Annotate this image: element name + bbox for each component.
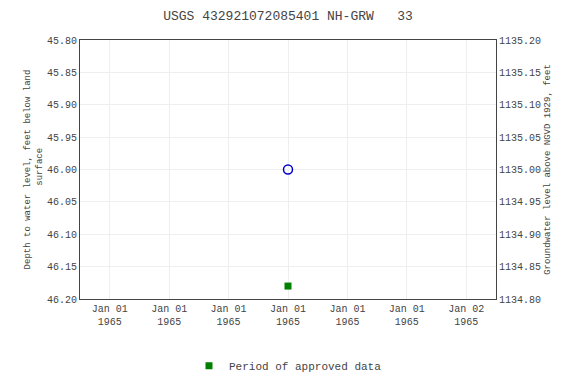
svg-text:1134.95: 1134.95 xyxy=(499,197,541,208)
svg-text:Jan 011965: Jan 011965 xyxy=(329,304,365,328)
svg-text:46.20: 46.20 xyxy=(47,295,77,306)
svg-text:Jan 011965: Jan 011965 xyxy=(270,304,306,328)
svg-text:45.80: 45.80 xyxy=(47,36,77,47)
svg-text:USGS 432921072085401 NH-GRW: USGS 432921072085401 NH-GRW 33 xyxy=(163,9,413,24)
svg-text:Jan 011965: Jan 011965 xyxy=(211,304,247,328)
svg-text:46.15: 46.15 xyxy=(47,262,77,273)
svg-text:1135.20: 1135.20 xyxy=(499,36,541,47)
svg-text:46.05: 46.05 xyxy=(47,197,77,208)
svg-text:Jan 021965: Jan 021965 xyxy=(448,304,484,328)
svg-text:45.85: 45.85 xyxy=(47,68,77,79)
svg-text:Groundwater level above NGVD 1: Groundwater level above NGVD 1929, feet xyxy=(543,64,553,275)
svg-text:46.00: 46.00 xyxy=(47,165,77,176)
svg-text:1135.10: 1135.10 xyxy=(499,100,541,111)
svg-text:1134.90: 1134.90 xyxy=(499,230,541,241)
svg-text:45.90: 45.90 xyxy=(47,100,77,111)
svg-text:46.10: 46.10 xyxy=(47,230,77,241)
svg-text:45.95: 45.95 xyxy=(47,133,77,144)
svg-text:Jan 011965: Jan 011965 xyxy=(389,304,425,328)
svg-text:1135.15: 1135.15 xyxy=(499,68,541,79)
svg-text:1135.00: 1135.00 xyxy=(499,165,541,176)
svg-text:1134.85: 1134.85 xyxy=(499,262,541,273)
svg-text:1134.80: 1134.80 xyxy=(499,295,541,306)
svg-text:Period of approved data: Period of approved data xyxy=(229,361,381,373)
svg-text:1135.05: 1135.05 xyxy=(499,133,541,144)
svg-text:Jan 011965: Jan 011965 xyxy=(151,304,187,328)
svg-text:Jan 011965: Jan 011965 xyxy=(92,304,128,328)
svg-text:Depth to water level, feet bel: Depth to water level, feet below land su… xyxy=(23,70,45,270)
